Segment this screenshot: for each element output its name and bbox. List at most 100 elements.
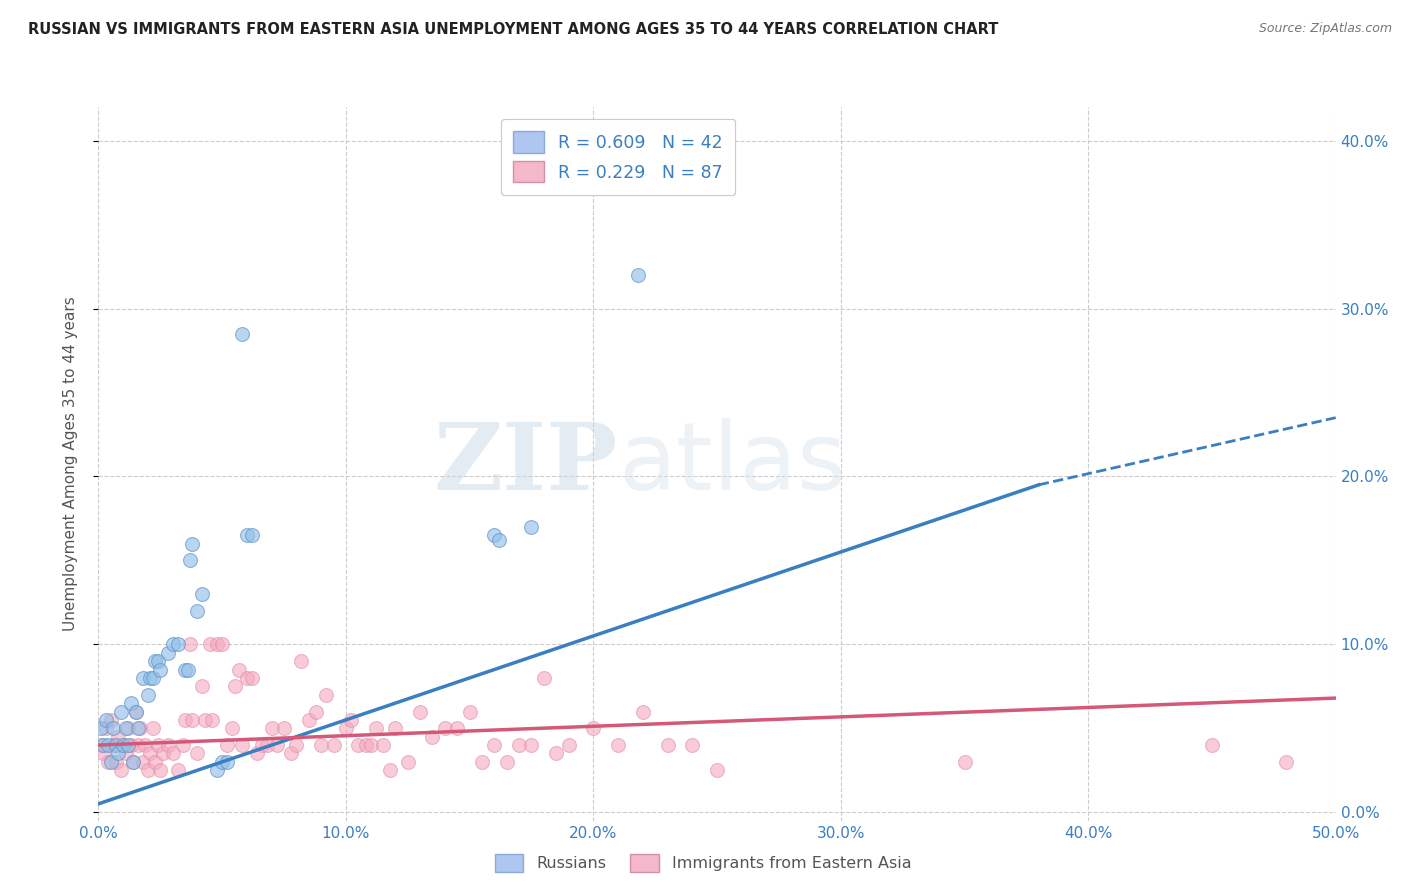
Point xyxy=(422,730,444,744)
Point xyxy=(162,747,184,761)
Point xyxy=(260,721,283,735)
Point xyxy=(127,738,149,752)
Point xyxy=(122,755,145,769)
Point xyxy=(136,688,159,702)
Point xyxy=(508,738,530,752)
Point xyxy=(280,747,302,761)
Point xyxy=(533,671,555,685)
Point xyxy=(380,764,402,778)
Point xyxy=(107,730,129,744)
Point xyxy=(546,747,568,761)
Point xyxy=(340,713,363,727)
Point xyxy=(205,764,228,778)
Legend: R = 0.609   N = 42, R = 0.229   N = 87: R = 0.609 N = 42, R = 0.229 N = 87 xyxy=(501,120,735,194)
Point xyxy=(149,663,172,677)
Point xyxy=(240,528,263,542)
Point xyxy=(298,713,321,727)
Point xyxy=(186,747,208,761)
Point xyxy=(97,755,120,769)
Point xyxy=(136,764,159,778)
Point xyxy=(681,738,703,752)
Point xyxy=(90,738,112,752)
Point xyxy=(347,738,370,752)
Point xyxy=(146,654,169,668)
Point xyxy=(520,520,543,534)
Point xyxy=(186,604,208,618)
Point xyxy=(266,738,288,752)
Point xyxy=(114,747,136,761)
Point xyxy=(110,764,132,778)
Point xyxy=(198,637,221,651)
Point xyxy=(360,738,382,752)
Point xyxy=(132,671,155,685)
Point xyxy=(224,679,246,693)
Point xyxy=(143,755,166,769)
Point xyxy=(309,738,332,752)
Point xyxy=(103,738,125,752)
Y-axis label: Unemployment Among Ages 35 to 44 years: Unemployment Among Ages 35 to 44 years xyxy=(63,296,77,632)
Point xyxy=(384,721,406,735)
Point xyxy=(100,713,122,727)
Point xyxy=(657,738,679,752)
Point xyxy=(127,721,149,735)
Point xyxy=(97,738,120,752)
Point xyxy=(1201,738,1223,752)
Point xyxy=(191,679,214,693)
Point xyxy=(181,713,204,727)
Point xyxy=(706,764,728,778)
Point xyxy=(122,755,145,769)
Point xyxy=(172,738,194,752)
Point xyxy=(176,663,198,677)
Point xyxy=(471,755,494,769)
Point xyxy=(104,755,127,769)
Point xyxy=(179,637,201,651)
Point xyxy=(211,755,233,769)
Point xyxy=(246,747,269,761)
Point xyxy=(285,738,308,752)
Point xyxy=(236,528,259,542)
Point xyxy=(120,696,142,710)
Text: RUSSIAN VS IMMIGRANTS FROM EASTERN ASIA UNEMPLOYMENT AMONG AGES 35 TO 44 YEARS C: RUSSIAN VS IMMIGRANTS FROM EASTERN ASIA … xyxy=(28,22,998,37)
Point xyxy=(114,721,136,735)
Point xyxy=(354,738,377,752)
Point xyxy=(103,721,125,735)
Point xyxy=(409,705,432,719)
Text: ZIP: ZIP xyxy=(434,419,619,508)
Point xyxy=(117,738,139,752)
Point xyxy=(231,738,253,752)
Point xyxy=(94,721,117,735)
Point xyxy=(120,738,142,752)
Point xyxy=(94,713,117,727)
Point xyxy=(142,671,165,685)
Point xyxy=(104,738,127,752)
Point xyxy=(631,705,654,719)
Point xyxy=(143,654,166,668)
Point xyxy=(322,738,344,752)
Point xyxy=(152,747,174,761)
Point xyxy=(166,764,188,778)
Text: Source: ZipAtlas.com: Source: ZipAtlas.com xyxy=(1258,22,1392,36)
Point xyxy=(124,705,146,719)
Point xyxy=(217,738,239,752)
Point xyxy=(194,713,217,727)
Point xyxy=(484,738,506,752)
Point xyxy=(446,721,468,735)
Point xyxy=(231,326,253,341)
Point xyxy=(156,646,179,660)
Point xyxy=(236,671,259,685)
Point xyxy=(217,755,239,769)
Point xyxy=(174,713,197,727)
Point xyxy=(162,637,184,651)
Point xyxy=(433,721,456,735)
Point xyxy=(124,705,146,719)
Point xyxy=(110,705,132,719)
Point xyxy=(228,663,250,677)
Point xyxy=(484,528,506,542)
Point xyxy=(201,713,224,727)
Point xyxy=(607,738,630,752)
Point xyxy=(1275,755,1298,769)
Point xyxy=(305,705,328,719)
Point xyxy=(179,553,201,567)
Point xyxy=(371,738,394,752)
Point xyxy=(315,688,337,702)
